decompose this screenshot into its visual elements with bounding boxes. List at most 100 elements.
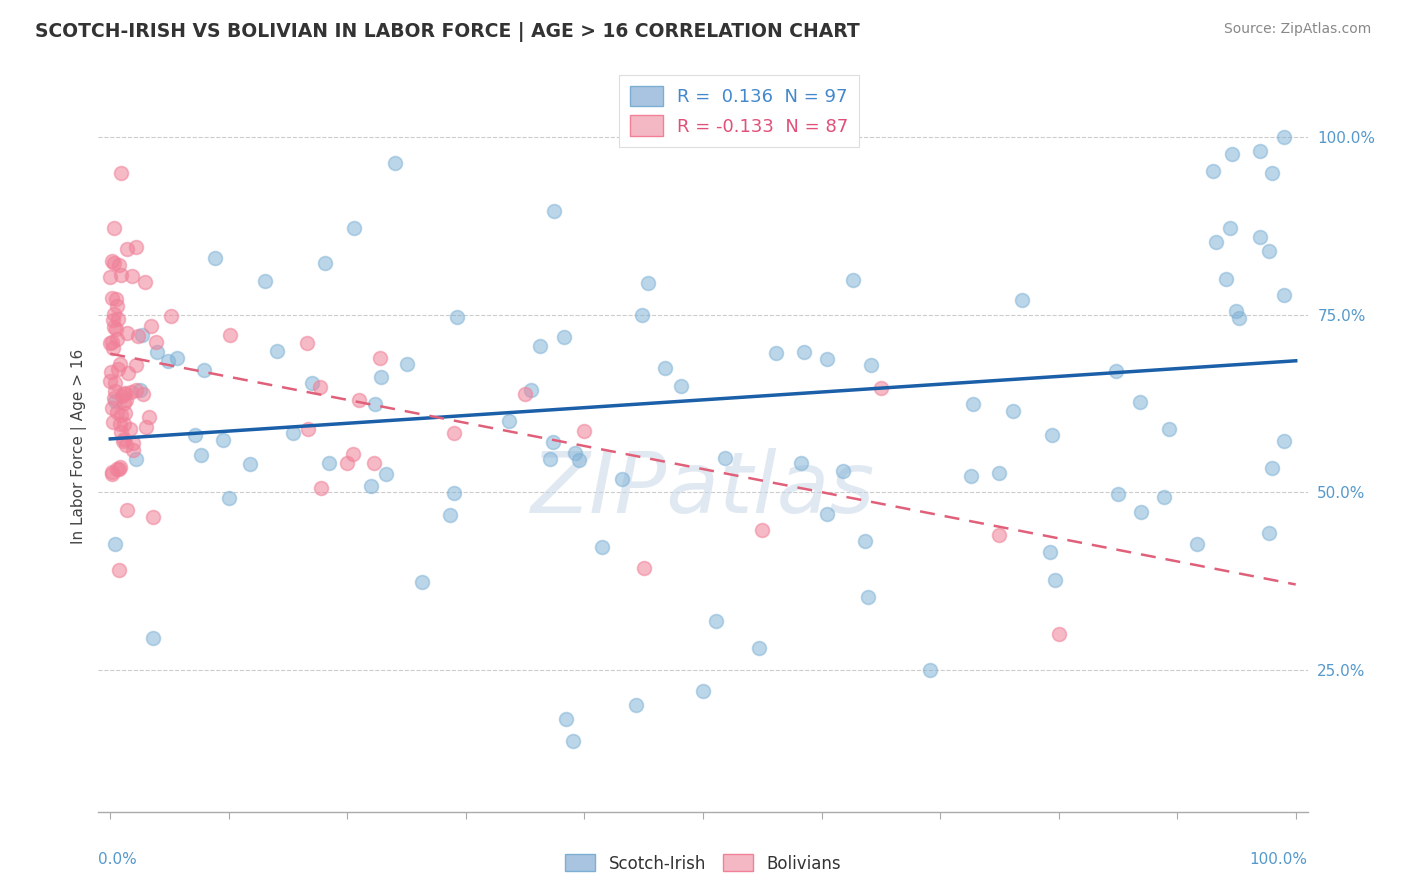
Point	[110, 268, 132, 282]
Point	[541, 435, 564, 450]
Point	[301, 376, 323, 390]
Point	[1249, 229, 1271, 244]
Point	[103, 536, 125, 550]
Point	[110, 425, 132, 439]
Point	[107, 312, 129, 326]
Point	[347, 392, 370, 407]
Point	[568, 453, 591, 467]
Point	[633, 561, 655, 575]
Point	[1130, 505, 1153, 519]
Text: 0.0%: 0.0%	[98, 852, 138, 867]
Point	[103, 416, 125, 430]
Y-axis label: In Labor Force | Age > 16: In Labor Force | Age > 16	[72, 349, 87, 543]
Point	[110, 459, 132, 474]
Point	[654, 361, 676, 376]
Point	[103, 320, 125, 334]
Legend: Scotch-Irish, Bolivians: Scotch-Irish, Bolivians	[558, 847, 848, 880]
Point	[856, 590, 879, 604]
Point	[100, 365, 122, 379]
Point	[853, 534, 876, 549]
Point	[104, 376, 127, 390]
Point	[101, 465, 124, 479]
Point	[529, 339, 551, 353]
Point	[960, 468, 983, 483]
Point	[1215, 272, 1237, 286]
Point	[793, 345, 815, 359]
Point	[253, 274, 276, 288]
Point	[111, 389, 134, 403]
Point	[363, 456, 385, 470]
Point	[145, 335, 167, 350]
Point	[125, 240, 148, 254]
Point	[1219, 221, 1241, 235]
Point	[692, 684, 714, 698]
Point	[138, 410, 160, 425]
Point	[114, 406, 136, 420]
Point	[135, 420, 157, 434]
Point	[1272, 288, 1295, 302]
Point	[112, 387, 135, 401]
Point	[104, 384, 127, 399]
Point	[103, 392, 125, 406]
Point	[342, 446, 364, 460]
Point	[370, 369, 392, 384]
Point	[515, 386, 537, 401]
Point	[101, 401, 124, 416]
Point	[1153, 490, 1175, 504]
Point	[125, 452, 148, 467]
Point	[114, 385, 136, 400]
Point	[360, 479, 382, 493]
Point	[108, 258, 131, 272]
Point	[364, 396, 387, 410]
Point	[1039, 544, 1062, 558]
Point	[446, 310, 468, 325]
Point	[104, 292, 127, 306]
Point	[218, 491, 240, 506]
Point	[134, 275, 156, 289]
Point	[104, 393, 127, 408]
Point	[765, 345, 787, 359]
Point	[112, 417, 135, 432]
Point	[520, 384, 543, 398]
Point	[574, 424, 596, 438]
Point	[115, 392, 138, 407]
Point	[131, 328, 153, 343]
Point	[591, 540, 613, 554]
Point	[193, 363, 215, 377]
Point	[630, 308, 652, 322]
Point	[988, 466, 1011, 480]
Point	[129, 383, 152, 397]
Point	[343, 220, 366, 235]
Point	[105, 322, 128, 336]
Point	[1249, 145, 1271, 159]
Point	[266, 344, 288, 359]
Point	[110, 165, 132, 179]
Point	[108, 461, 131, 475]
Point	[103, 221, 125, 235]
Point	[120, 384, 142, 399]
Point	[815, 507, 838, 521]
Point	[1185, 537, 1208, 551]
Point	[1047, 627, 1070, 641]
Point	[166, 351, 188, 366]
Point	[100, 336, 122, 351]
Point	[498, 414, 520, 428]
Point	[1002, 404, 1025, 418]
Point	[439, 508, 461, 522]
Point	[115, 503, 138, 517]
Point	[184, 427, 207, 442]
Point	[142, 510, 165, 524]
Point	[443, 426, 465, 441]
Point	[751, 523, 773, 537]
Point	[988, 528, 1011, 542]
Point	[562, 733, 585, 747]
Point	[1258, 244, 1281, 259]
Point	[555, 713, 578, 727]
Point	[714, 450, 737, 465]
Point	[105, 462, 128, 476]
Point	[1011, 293, 1033, 307]
Point	[212, 433, 235, 447]
Point	[869, 381, 891, 395]
Point	[832, 464, 855, 478]
Point	[107, 362, 129, 376]
